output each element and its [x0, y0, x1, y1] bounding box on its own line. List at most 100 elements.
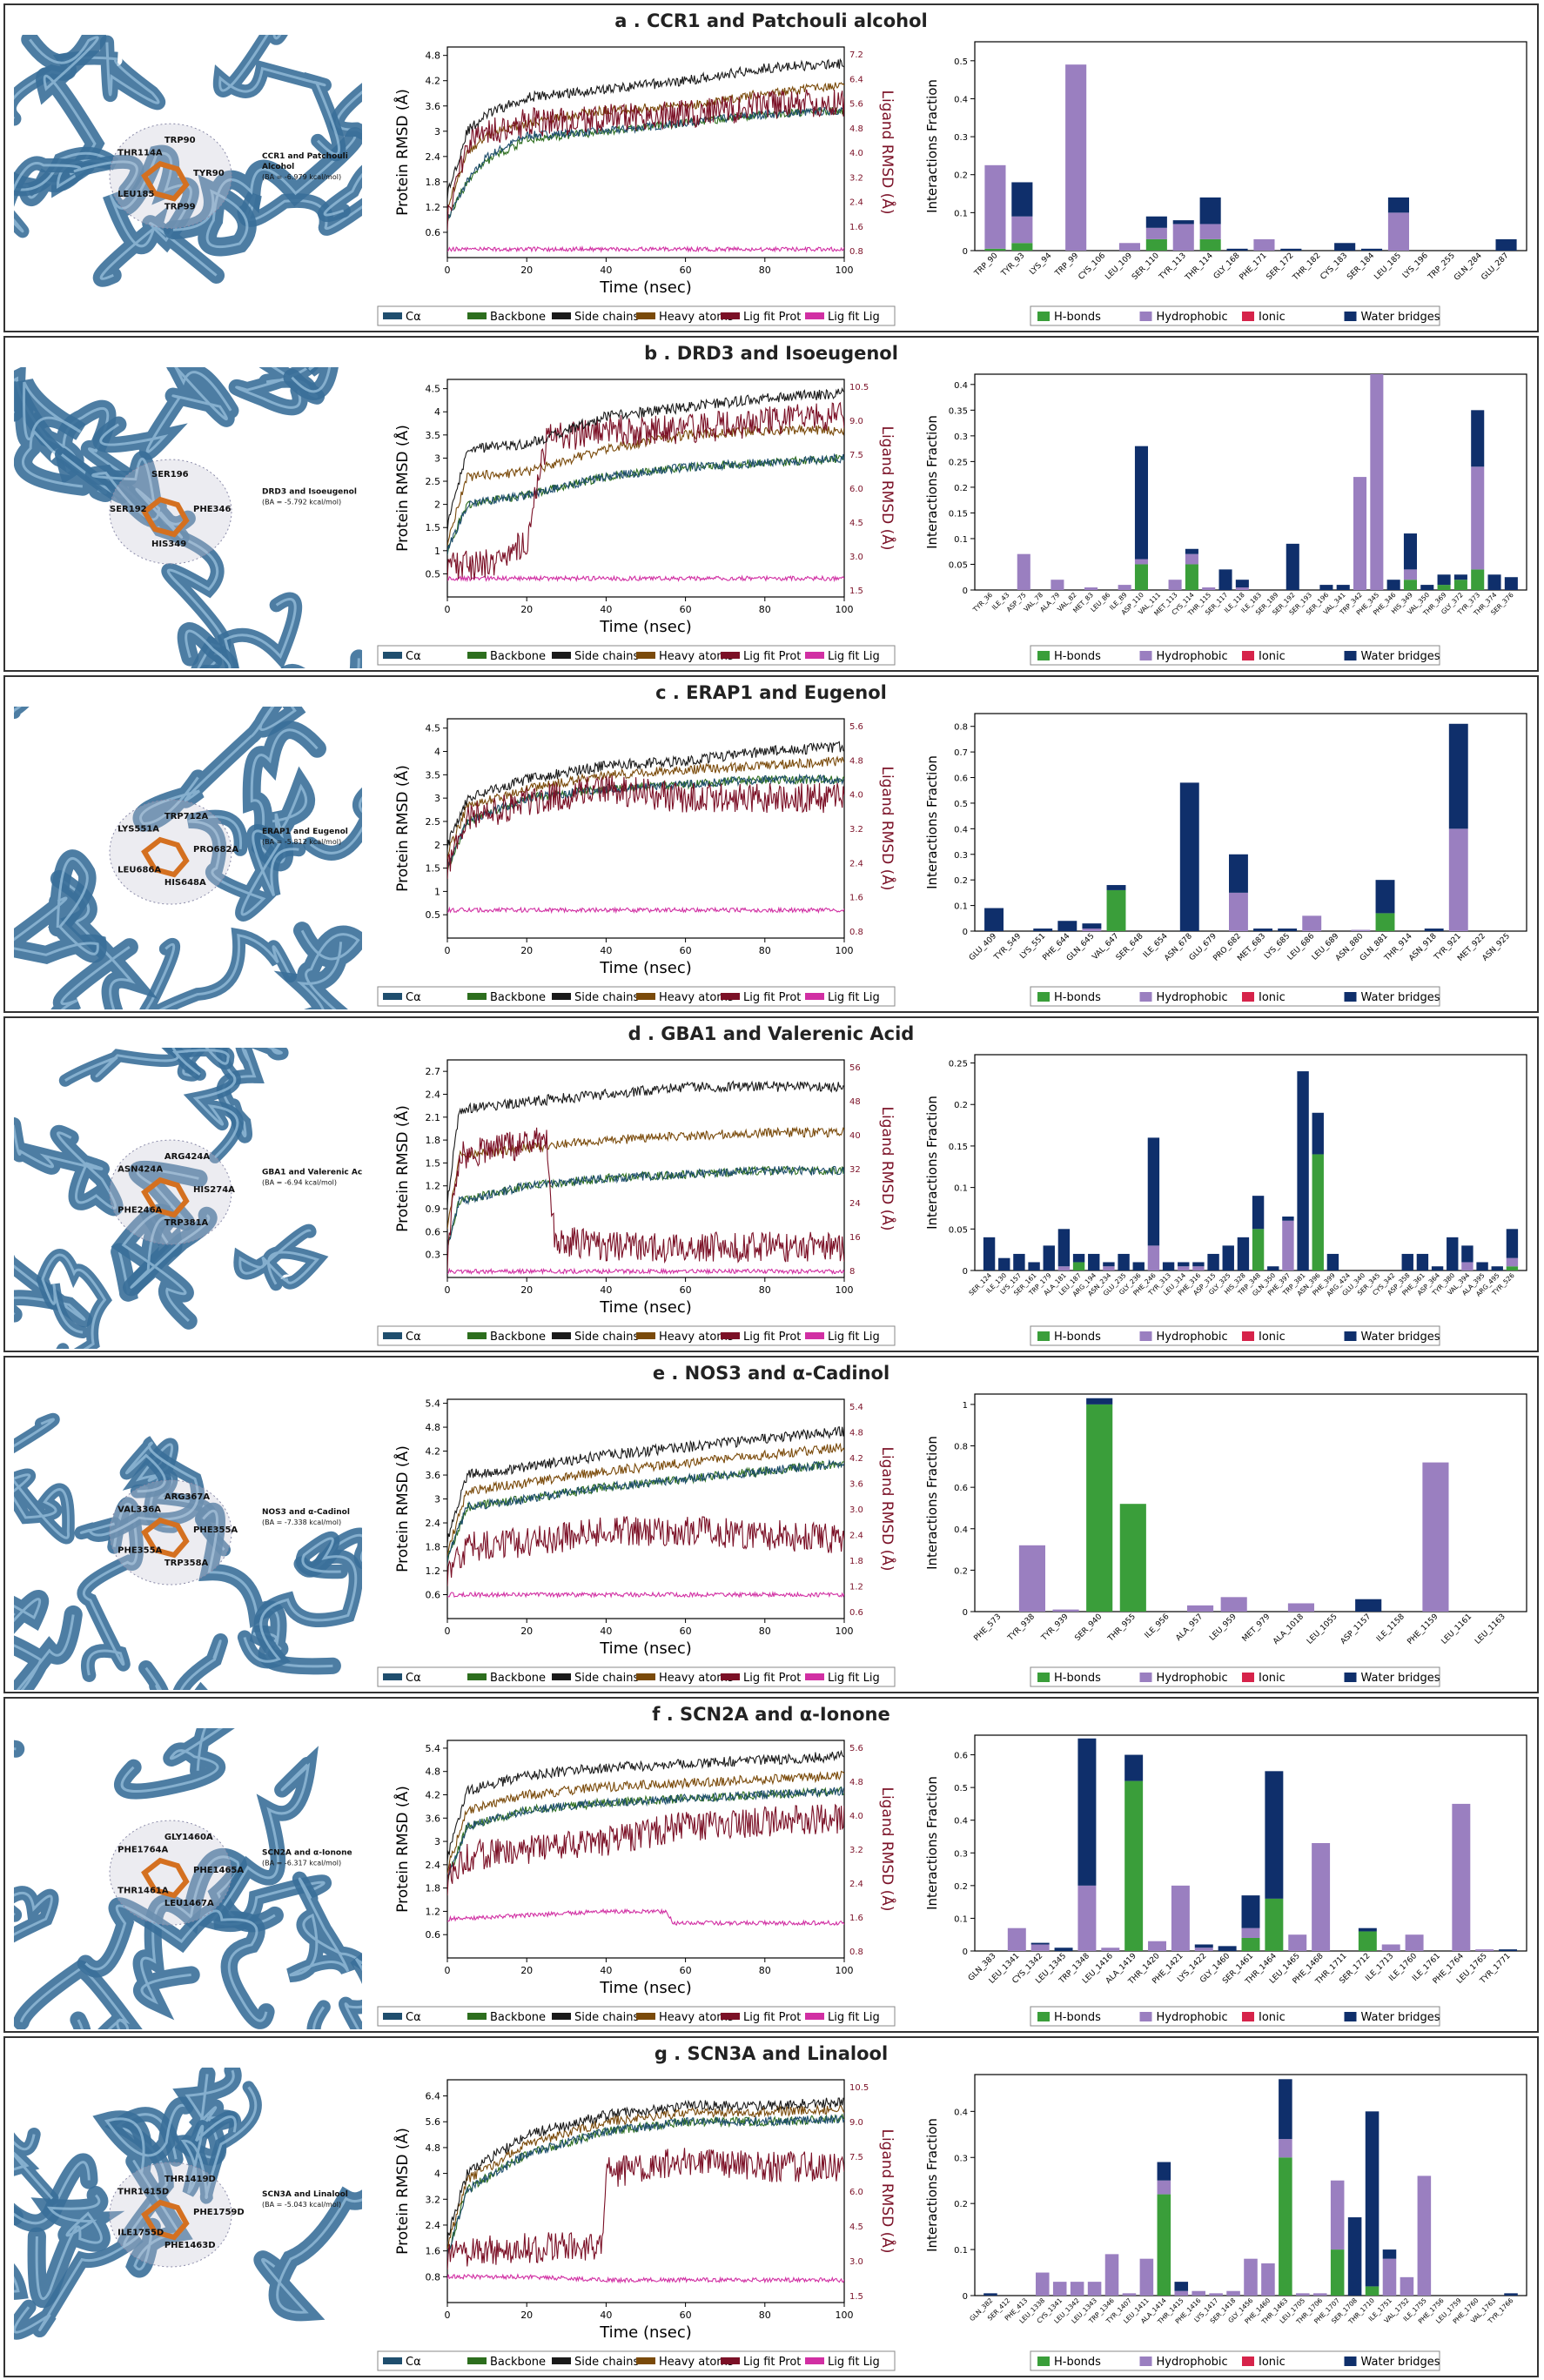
legend-label: Lig fit Prot: [743, 2011, 801, 2024]
y-tick-label: 0.3: [426, 1250, 441, 1261]
series-group: [447, 741, 844, 915]
interaction-bar: [998, 1257, 1010, 1270]
interaction-bar: [1461, 1262, 1474, 1270]
residue-label: ILE1755D: [117, 2228, 164, 2237]
rmsd-legend: Cα Backbone Side chains Heavy atoms Lig fit …: [377, 645, 896, 666]
y-tick-label: 4.8: [426, 1422, 441, 1433]
interaction-bar: [1033, 929, 1053, 931]
y-tick-label: 4.8: [426, 50, 441, 62]
legend-label: Water bridges: [1361, 2356, 1440, 2369]
category-label: LEU_1161: [1440, 1612, 1474, 1646]
y-axis-label: Protein RMSD (Å): [393, 2128, 412, 2255]
y2-tick-label: 4.0: [849, 149, 863, 158]
x-tick-label: 0: [445, 2310, 451, 2321]
interaction-bar: [1401, 1253, 1413, 1270]
residue-label: SER192: [110, 505, 147, 514]
legend-swatch: [383, 1332, 402, 1339]
interaction-bar: [1013, 1253, 1025, 1270]
category-label: LEU_185: [1373, 251, 1403, 282]
plot-frame: [446, 718, 845, 939]
legend-swatch: [467, 2013, 487, 2020]
category-label: TRP_255: [1427, 251, 1457, 282]
legend-swatch: [636, 1332, 655, 1339]
interaction-bar: [1174, 2282, 1189, 2291]
y-tick-label: 0: [963, 928, 968, 937]
y-tick-label: 0.1: [954, 209, 968, 218]
residue-label: PHE355A: [117, 1546, 162, 1556]
interaction-bar: [1057, 1229, 1071, 1267]
interaction-bar: [1018, 1545, 1046, 1612]
legend-label: Lig fit Prot: [743, 2356, 801, 2369]
residue-label: TRP358A: [164, 1559, 209, 1568]
rmsd-legend: Cα Backbone Side chains Heavy atoms Lig fit …: [377, 2350, 896, 2371]
y-tick-label: 0.2: [954, 2200, 968, 2209]
legend-label: Cα: [406, 650, 421, 663]
legend-label: Ionic: [1259, 991, 1286, 1004]
interaction-bar: [1118, 1253, 1130, 1270]
interaction-bar: [1375, 913, 1395, 931]
binding-pocket-surface: [109, 2162, 232, 2268]
interaction-bar: [1043, 1245, 1055, 1270]
plot-frame: [446, 1398, 845, 1619]
interaction-bar: [1145, 238, 1167, 251]
y2-tick-label: 4.2: [849, 1454, 863, 1464]
legend-label: Lig fit Lig: [828, 1331, 880, 1344]
category-label: MET_979: [1241, 1612, 1272, 1644]
interaction-bar: [1065, 64, 1087, 251]
y2-tick-label: 3.2: [849, 825, 863, 835]
category-label: THR_114: [1184, 251, 1215, 283]
category-label: TRP_99: [1053, 251, 1080, 278]
y2-tick-label: 7.2: [849, 50, 863, 60]
residue-label: ARG367A: [164, 1492, 211, 1502]
rmsd-series-line: [447, 1267, 844, 1276]
ribbon-highlight: [121, 1210, 211, 1323]
y-tick-label: 5.6: [426, 2116, 441, 2128]
protein-ribbon: [139, 927, 298, 1009]
figure-panel: c . ERAP1 and Eugenol PRO682A HIS648A LEU68…: [3, 675, 1539, 1013]
interaction-bar: [1118, 585, 1131, 590]
y-tick-label: 0.35: [949, 406, 968, 416]
ribbon-highlight: [35, 2194, 103, 2301]
interaction-bar: [1296, 2293, 1310, 2296]
x-axis-label: Time (nsec): [599, 278, 692, 297]
interaction-bar: [1228, 892, 1248, 931]
y-tick-label: 3.6: [426, 101, 441, 112]
interaction-bar: [1265, 1898, 1284, 1951]
figure-panel: a . CCR1 and Patchouli alcohol TYR90 TRP99…: [3, 3, 1539, 332]
x-tick-label: 100: [836, 945, 854, 956]
interaction-bar: [1077, 1738, 1097, 1886]
interaction-bar: [1448, 828, 1468, 931]
x-tick-label: 0: [445, 265, 451, 276]
residue-label: VAL336A: [117, 1505, 161, 1515]
y-tick-label: 2: [434, 840, 440, 851]
protein-ribbon: [14, 1412, 75, 1545]
y-tick-label: 2.4: [426, 1089, 441, 1100]
legend-label: H-bonds: [1054, 1331, 1101, 1344]
y-axis-label: Interactions Fraction: [924, 1436, 940, 1570]
interaction-bar: [1086, 1404, 1113, 1612]
ribbon-highlight: [218, 35, 340, 156]
legend-swatch: [721, 652, 740, 659]
y-tick-label: 4: [434, 406, 440, 418]
interaction-bar: [1185, 548, 1198, 554]
interaction-bar: [1011, 243, 1033, 251]
ribbon-highlight: [79, 1441, 199, 1537]
residue-label: PHE1764A: [117, 1846, 168, 1855]
y-tick-label: 3.5: [426, 430, 441, 441]
y-tick-label: 0.1: [954, 1184, 968, 1194]
y2-tick-label: 1.5: [849, 2292, 863, 2302]
residue-label: PHE1463D: [164, 2241, 216, 2250]
y-tick-label: 0: [963, 1948, 968, 1957]
residue-label: TRP381A: [164, 1218, 209, 1228]
legend-label: Heavy atoms: [659, 311, 734, 324]
interaction-bar: [1387, 197, 1410, 213]
interaction-bar: [1282, 1220, 1294, 1270]
protein-ribbon: [14, 1116, 124, 1217]
legend-swatch: [467, 993, 487, 1000]
y2-tick-label: 7.5: [849, 2153, 863, 2162]
ribbon-highlight: [91, 458, 189, 539]
legend-swatch: [1242, 2357, 1254, 2366]
y-tick-label: 4.2: [426, 1446, 441, 1458]
plot-frame: [974, 41, 1527, 251]
